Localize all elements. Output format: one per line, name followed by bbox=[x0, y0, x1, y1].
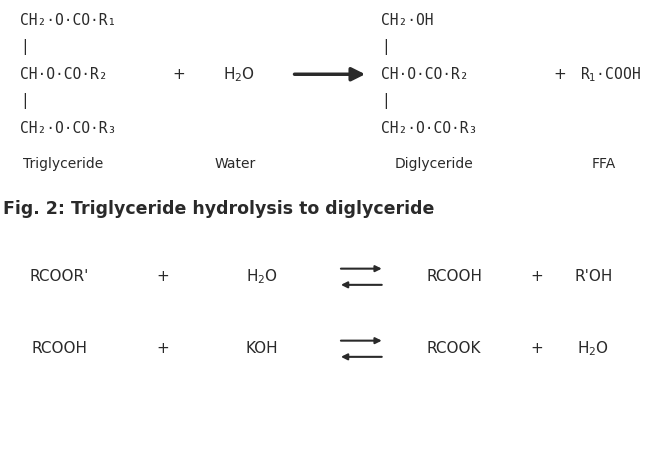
Text: CH·O·CO·R₂: CH·O·CO·R₂ bbox=[381, 67, 469, 82]
Text: Diglyceride: Diglyceride bbox=[395, 157, 473, 171]
Text: RCOOR': RCOOR' bbox=[30, 269, 90, 284]
Text: CH·O·CO·R₂: CH·O·CO·R₂ bbox=[20, 67, 107, 82]
Text: RCOOH: RCOOH bbox=[426, 269, 482, 284]
Text: |: | bbox=[20, 93, 29, 109]
Text: CH₂·O·CO·R₁: CH₂·O·CO·R₁ bbox=[20, 13, 116, 28]
Text: RCOOK: RCOOK bbox=[427, 341, 481, 356]
Text: |: | bbox=[381, 93, 390, 109]
Text: RCOOH: RCOOH bbox=[32, 341, 88, 356]
Text: Water: Water bbox=[215, 157, 256, 171]
Text: CH₂·OH: CH₂·OH bbox=[381, 13, 434, 28]
Text: |: | bbox=[381, 39, 390, 55]
Text: +: + bbox=[530, 341, 544, 356]
Text: CH₂·O·CO·R₃: CH₂·O·CO·R₃ bbox=[20, 121, 116, 136]
Text: R$_1$·COOH: R$_1$·COOH bbox=[580, 65, 641, 84]
Text: Fig. 2: Triglyceride hydrolysis to diglyceride: Fig. 2: Triglyceride hydrolysis to digly… bbox=[3, 200, 435, 218]
Text: H$_2$O: H$_2$O bbox=[246, 267, 278, 286]
Text: H$_2$O: H$_2$O bbox=[577, 339, 609, 358]
Text: R'OH: R'OH bbox=[574, 269, 613, 284]
Text: +: + bbox=[156, 269, 169, 284]
Text: +: + bbox=[156, 341, 169, 356]
Text: FFA: FFA bbox=[591, 157, 615, 171]
Text: KOH: KOH bbox=[245, 341, 278, 356]
Text: CH₂·O·CO·R₃: CH₂·O·CO·R₃ bbox=[381, 121, 477, 136]
Text: +: + bbox=[554, 67, 567, 82]
Text: +: + bbox=[530, 269, 544, 284]
Text: |: | bbox=[20, 39, 29, 55]
Text: H$_2$O: H$_2$O bbox=[223, 65, 255, 84]
Text: Triglyceride: Triglyceride bbox=[23, 157, 103, 171]
Text: +: + bbox=[172, 67, 186, 82]
